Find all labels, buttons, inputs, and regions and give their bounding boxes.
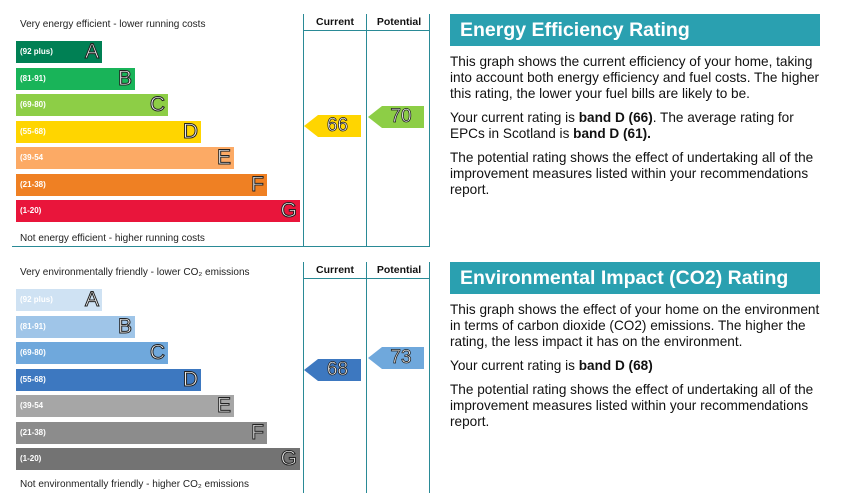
environment-band-letter: G [280, 447, 297, 471]
environment-band-range: (1-20) [20, 454, 42, 463]
energy-description: Energy Efficiency Rating This graph show… [450, 14, 820, 198]
environment-band-a: (92 plus) A [16, 288, 102, 312]
environment-band-range: (92 plus) [20, 295, 53, 304]
energy-potential-header: Potential [376, 16, 422, 28]
environment-band-range: (21-38) [20, 427, 46, 437]
energy-band-letter: B [117, 66, 132, 90]
energy-band-b: (81-91) B [16, 66, 135, 90]
energy-band-range: (39-54 [20, 153, 44, 162]
environment-potential-rating-arrow: 73 [368, 347, 424, 369]
energy-band-letter: A [84, 40, 99, 64]
energy-band-letter: D [182, 119, 198, 143]
environment-band-b: (81-91) B [16, 314, 135, 338]
energy-band-range: (1-20) [20, 206, 42, 215]
environment-band-g: (1-20) G [16, 447, 300, 471]
energy-band-range: (69-80) [20, 100, 46, 109]
environment-band-letter: E [216, 394, 231, 418]
energy-band-d: (55-68) D [16, 119, 201, 143]
energy-efficiency-chart: Very energy efficient - lower running co… [12, 14, 430, 247]
environment-band-letter: A [84, 288, 99, 312]
environment-band-f: (21-38) F [16, 420, 267, 444]
energy-band-letter: F [251, 172, 265, 196]
environment-band-letter: C [149, 341, 165, 365]
environment-heading: Environmental Impact (CO2) Rating [450, 262, 820, 294]
environment-band-letter: D [182, 367, 198, 391]
energy-band-f: (21-38) F [16, 172, 267, 196]
environmental-impact-chart: Very environmentally friendly - lower CO… [12, 262, 430, 493]
energy-band-range: (21-38) [20, 179, 46, 189]
energy-band-c: (69-80) C [16, 93, 168, 117]
environment-potential-header: Potential [376, 264, 422, 276]
environment-paragraph-1: This graph shows the effect of your home… [450, 302, 820, 349]
energy-band-g: (1-20) G [16, 199, 300, 223]
environment-paragraph-3: The potential rating shows the effect of… [450, 382, 814, 429]
energy-paragraph-2: Your current rating is band D (66). The … [450, 110, 794, 141]
energy-band-e: (39-54 E [16, 146, 234, 170]
energy-paragraph-3: The potential rating shows the effect of… [450, 150, 814, 197]
energy-caption-top: Very energy efficient - lower running co… [20, 19, 206, 30]
energy-potential-rating-arrow: 70 [368, 106, 424, 128]
environment-band-range: (81-91) [20, 321, 46, 331]
energy-band-letter: G [280, 199, 297, 223]
environment-band-letter: F [251, 420, 265, 444]
environment-band-range: (55-68) [20, 374, 46, 384]
environment-paragraph-2: Your current rating is band D (68) [450, 358, 653, 373]
environment-current-rating-arrow: 68 [304, 359, 361, 381]
environment-current-band: band D (68) [578, 358, 653, 373]
environment-description: Environmental Impact (CO2) Rating This g… [450, 262, 820, 430]
energy-band-range: (81-91) [20, 73, 46, 83]
environment-band-range: (39-54 [20, 401, 44, 410]
energy-average-band: band D (61). [573, 126, 651, 141]
energy-paragraph-1: This graph shows the current efficiency … [450, 54, 820, 101]
energy-current-band: band D (66) [578, 110, 653, 125]
energy-current-rating-arrow: 66 [304, 115, 361, 137]
environment-band-c: (69-80) C [16, 341, 168, 365]
environment-current-header: Current [316, 264, 354, 276]
energy-current-header: Current [316, 16, 354, 28]
environment-band-d: (55-68) D [16, 367, 201, 391]
energy-band-letter: E [216, 146, 231, 170]
environment-band-e: (39-54 E [16, 394, 234, 418]
energy-caption-bottom: Not energy efficient - higher running co… [20, 233, 205, 244]
environment-band-letter: B [117, 314, 132, 338]
energy-band-range: (55-68) [20, 126, 46, 136]
environment-caption-bottom: Not environmentally friendly - higher CO… [20, 479, 249, 490]
environment-caption-top: Very environmentally friendly - lower CO… [20, 267, 250, 278]
energy-heading: Energy Efficiency Rating [450, 14, 820, 46]
energy-band-letter: C [149, 93, 165, 117]
environment-band-range: (69-80) [20, 348, 46, 357]
energy-band-a: (92 plus) A [16, 40, 102, 64]
energy-band-range: (92 plus) [20, 47, 53, 56]
